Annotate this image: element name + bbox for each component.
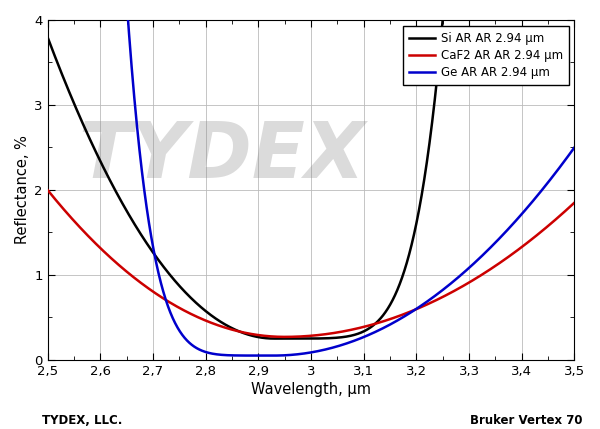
Si AR AR 2.94 μm	[271, 336, 278, 341]
Si AR AR 2.94 μm	[286, 336, 293, 341]
CaF2 AR AR 2.94 μm	[44, 187, 51, 193]
Ge AR AR 2.94 μm	[459, 271, 466, 276]
Ge AR AR 2.94 μm	[301, 351, 308, 356]
X-axis label: Wavelength, μm: Wavelength, μm	[251, 382, 371, 397]
Si AR AR 2.94 μm	[71, 102, 78, 107]
CaF2 AR AR 2.94 μm	[556, 214, 563, 219]
CaF2 AR AR 2.94 μm	[286, 334, 293, 339]
Text: TYDEX: TYDEX	[78, 118, 365, 194]
Line: CaF2 AR AR 2.94 μm: CaF2 AR AR 2.94 μm	[47, 190, 574, 337]
CaF2 AR AR 2.94 μm	[71, 219, 78, 224]
CaF2 AR AR 2.94 μm	[556, 214, 563, 219]
Ge AR AR 2.94 μm	[556, 165, 563, 170]
CaF2 AR AR 2.94 μm	[281, 334, 289, 339]
Line: Ge AR AR 2.94 μm: Ge AR AR 2.94 μm	[47, 0, 574, 356]
Text: Bruker Vertex 70: Bruker Vertex 70	[470, 414, 582, 427]
CaF2 AR AR 2.94 μm	[459, 284, 466, 289]
Y-axis label: Reflectance, %: Reflectance, %	[15, 136, 30, 245]
Line: Si AR AR 2.94 μm: Si AR AR 2.94 μm	[47, 0, 574, 338]
Text: TYDEX, LLC.: TYDEX, LLC.	[42, 414, 122, 427]
CaF2 AR AR 2.94 μm	[571, 200, 578, 205]
Ge AR AR 2.94 μm	[571, 145, 578, 150]
Si AR AR 2.94 μm	[301, 336, 308, 341]
Ge AR AR 2.94 μm	[556, 166, 563, 171]
Ge AR AR 2.94 μm	[271, 353, 278, 358]
Si AR AR 2.94 μm	[44, 34, 51, 39]
Ge AR AR 2.94 μm	[286, 352, 293, 357]
CaF2 AR AR 2.94 μm	[301, 334, 308, 339]
Legend: Si AR AR 2.94 μm, CaF2 AR AR 2.94 μm, Ge AR AR 2.94 μm: Si AR AR 2.94 μm, CaF2 AR AR 2.94 μm, Ge…	[403, 26, 569, 85]
